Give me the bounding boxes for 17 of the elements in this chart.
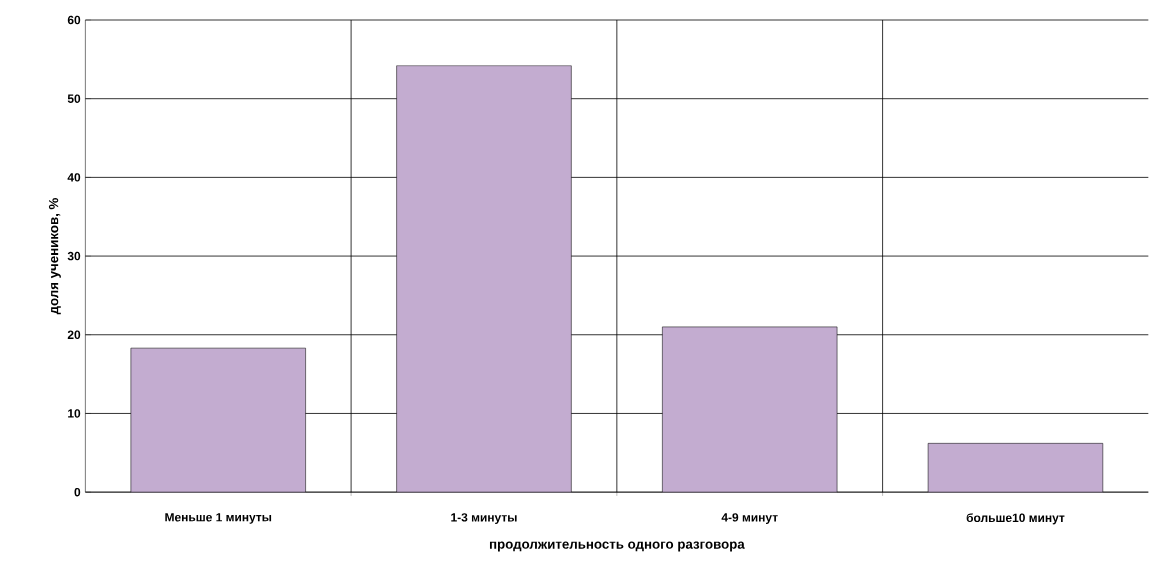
x-tick-label: Меньше 1 минуты xyxy=(165,513,272,524)
x-tick-label: больше10 минут xyxy=(966,513,1065,525)
x-tick-label: 1-3 минуты xyxy=(451,513,517,525)
bar xyxy=(662,326,838,493)
x-axis-title: продолжительность одного разговора xyxy=(489,541,745,552)
y-tick-label: 0 xyxy=(74,487,81,497)
y-axis-title: доля учеников, % xyxy=(48,198,61,315)
y-tick-label: 50 xyxy=(67,94,81,104)
y-tick-label: 40 xyxy=(67,173,81,182)
x-tick-label: 4-9 минут xyxy=(721,513,778,525)
bar xyxy=(927,443,1104,493)
y-tick-label: 10 xyxy=(68,409,81,418)
bar xyxy=(130,348,306,493)
bar xyxy=(396,65,572,493)
y-tick-label: 20 xyxy=(67,330,81,340)
y-tick-label: 30 xyxy=(67,251,81,261)
y-tick-label: 60 xyxy=(67,15,81,25)
